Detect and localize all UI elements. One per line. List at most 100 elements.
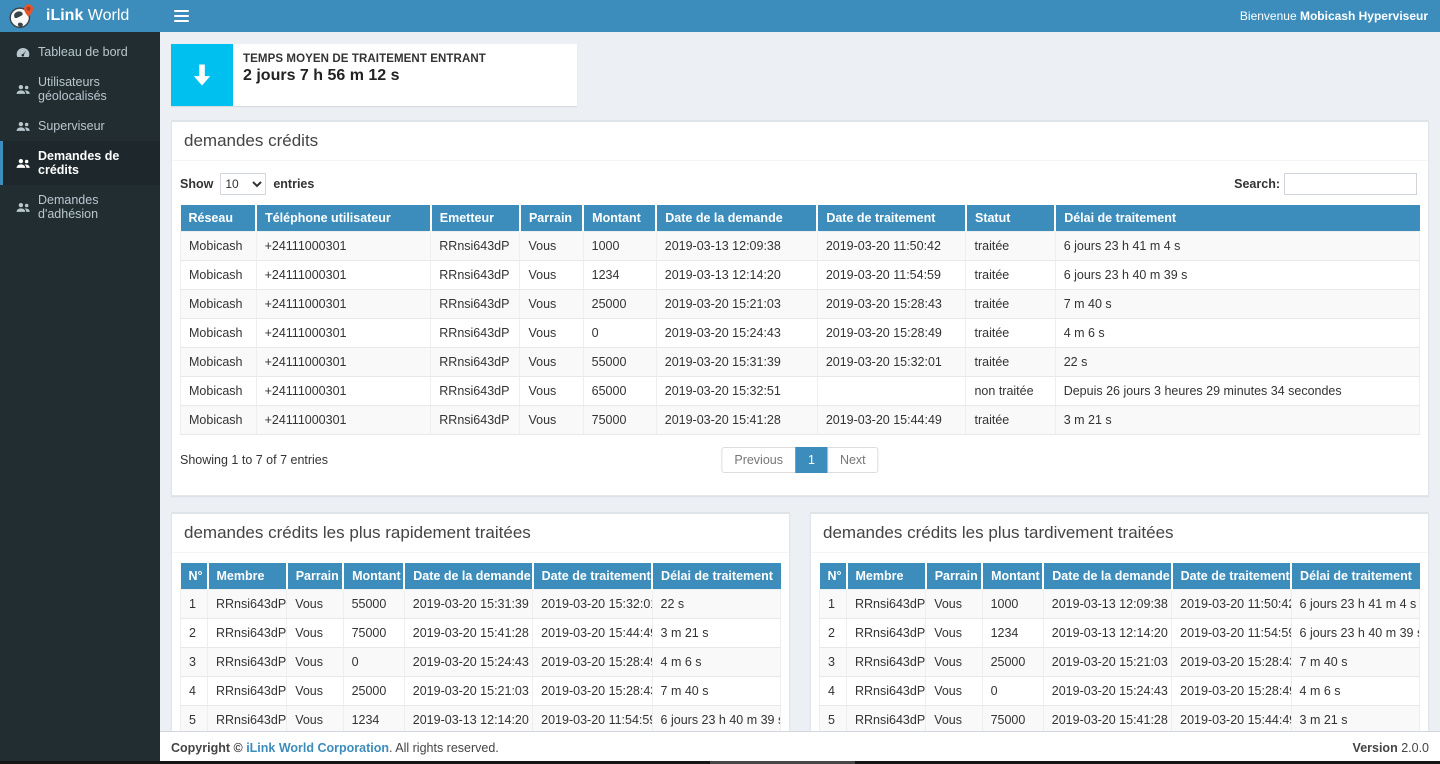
- table-cell: 4: [181, 677, 208, 706]
- table-cell: 75000: [982, 706, 1043, 732]
- table-cell: 6 jours 23 h 41 m 4 s: [1291, 590, 1419, 619]
- table-cell: traitée: [966, 348, 1055, 377]
- table-cell: 0: [583, 319, 656, 348]
- table-cell: RRnsi643dP: [431, 348, 520, 377]
- table-cell: RRnsi643dP: [431, 406, 520, 435]
- pagination: Previous 1 Next: [721, 447, 878, 473]
- hamburger-icon[interactable]: [172, 6, 191, 26]
- sidebar-item-demandes-adhesion[interactable]: Demandes d'adhésion: [0, 185, 160, 229]
- column-header: Parrain: [926, 563, 982, 590]
- table-cell: 1234: [982, 619, 1043, 648]
- entries-label: entries: [273, 177, 314, 191]
- fastest-credits-table: N°MembreParrainMontantDate de la demande…: [180, 563, 781, 731]
- table-cell: +24111000301: [256, 232, 431, 261]
- table-cell: 2019-03-20 15:24:43: [656, 319, 817, 348]
- table-cell: 4: [820, 677, 847, 706]
- column-header: Délai de traitement: [1291, 563, 1419, 590]
- table-cell: 5: [181, 706, 208, 732]
- globe-pin-logo-icon: [8, 2, 36, 30]
- table-cell: 3 m 21 s: [1291, 706, 1419, 732]
- company-link[interactable]: iLink World Corporation: [246, 741, 389, 755]
- users-icon: [15, 84, 31, 95]
- table-cell: 2019-03-20 15:41:28: [404, 619, 532, 648]
- sidebar-item-label: Demandes de crédits: [38, 149, 150, 177]
- table-cell: 2019-03-20 15:32:01: [533, 590, 652, 619]
- sidebar-item-tableau-de-bord[interactable]: Tableau de bord: [0, 37, 160, 67]
- table-cell: 1: [820, 590, 847, 619]
- table-cell: RRnsi643dP: [208, 648, 287, 677]
- sidebar: iLink World Tableau de bord Utilisateurs…: [0, 0, 160, 764]
- table-cell: traitée: [966, 319, 1055, 348]
- table-cell: 65000: [583, 377, 656, 406]
- infobox-title: TEMPS MOYEN DE TRAITEMENT ENTRANT: [243, 53, 486, 65]
- table-cell: 2019-03-13 12:09:38: [1043, 590, 1171, 619]
- column-header: N°: [820, 563, 847, 590]
- table-cell: 75000: [583, 406, 656, 435]
- search-input[interactable]: [1284, 173, 1417, 195]
- pagination-next-button[interactable]: Next: [827, 447, 879, 473]
- table-cell: 2019-03-20 15:31:39: [404, 590, 532, 619]
- pagination-page-1-button[interactable]: 1: [795, 447, 828, 473]
- table-cell: 2019-03-20 15:32:01: [817, 348, 966, 377]
- table-cell: Mobicash: [181, 406, 257, 435]
- table-cell: 2019-03-20 15:28:43: [817, 290, 966, 319]
- table-cell: 2019-03-20 15:28:43: [1172, 648, 1291, 677]
- table-cell: 0: [343, 648, 404, 677]
- table-cell: 4 m 6 s: [1055, 319, 1419, 348]
- column-header[interactable]: Statut: [966, 205, 1055, 232]
- table-cell: 1000: [982, 590, 1043, 619]
- fastest-credits-panel: demandes crédits les plus rapidement tra…: [171, 512, 790, 731]
- table-cell: 1: [181, 590, 208, 619]
- table-cell: RRnsi643dP: [431, 377, 520, 406]
- column-header[interactable]: Parrain: [520, 205, 583, 232]
- table-row: 2RRnsi643dPVous750002019-03-20 15:41:282…: [181, 619, 781, 648]
- column-header[interactable]: Date de la demande: [656, 205, 817, 232]
- column-header: Membre: [208, 563, 287, 590]
- column-header[interactable]: Montant: [583, 205, 656, 232]
- column-header[interactable]: Date de traitement: [817, 205, 966, 232]
- table-cell: +24111000301: [256, 348, 431, 377]
- sidebar-item-utilisateurs-geolocalises[interactable]: Utilisateurs géolocalisés: [0, 67, 160, 111]
- column-header[interactable]: Téléphone utilisateur: [256, 205, 431, 232]
- table-cell: 2019-03-13 12:09:38: [656, 232, 817, 261]
- table-cell: 6 jours 23 h 40 m 39 s: [1055, 261, 1419, 290]
- column-header[interactable]: Emetteur: [431, 205, 520, 232]
- table-cell: 6 jours 23 h 40 m 39 s: [652, 706, 780, 732]
- table-cell: 2019-03-13 12:14:20: [404, 706, 532, 732]
- table-cell: Mobicash: [181, 261, 257, 290]
- table-cell: traitée: [966, 406, 1055, 435]
- show-label: Show: [180, 177, 213, 191]
- table-cell: non traitée: [966, 377, 1055, 406]
- column-header[interactable]: Délai de traitement: [1055, 205, 1419, 232]
- table-row: 3RRnsi643dPVous02019-03-20 15:24:432019-…: [181, 648, 781, 677]
- table-cell: 55000: [343, 590, 404, 619]
- column-header[interactable]: Réseau: [181, 205, 257, 232]
- table-cell: 2019-03-20 15:21:03: [656, 290, 817, 319]
- table-cell: Mobicash: [181, 319, 257, 348]
- column-header: Parrain: [287, 563, 343, 590]
- table-cell: Vous: [926, 677, 982, 706]
- slowest-panel-title: demandes crédits les plus tardivement tr…: [823, 523, 1416, 543]
- table-row: 4RRnsi643dPVous02019-03-20 15:24:432019-…: [820, 677, 1420, 706]
- table-cell: 2019-03-20 11:50:42: [1172, 590, 1291, 619]
- table-row: 1RRnsi643dPVous10002019-03-13 12:09:3820…: [820, 590, 1420, 619]
- table-row: Mobicash+24111000301RRnsi643dPVous02019-…: [181, 319, 1420, 348]
- table-cell: RRnsi643dP: [847, 677, 926, 706]
- table-cell: 6 jours 23 h 41 m 4 s: [1055, 232, 1419, 261]
- brand-logo[interactable]: iLink World: [0, 0, 160, 32]
- table-cell: Vous: [520, 261, 583, 290]
- table-cell: 25000: [343, 677, 404, 706]
- column-header: Membre: [847, 563, 926, 590]
- table-cell: 22 s: [652, 590, 780, 619]
- sidebar-item-demandes-de-credits[interactable]: Demandes de crédits: [0, 141, 160, 185]
- table-cell: 2019-03-20 11:54:59: [817, 261, 966, 290]
- table-cell: RRnsi643dP: [208, 706, 287, 732]
- table-cell: RRnsi643dP: [431, 319, 520, 348]
- page-length-select[interactable]: 10: [220, 173, 266, 195]
- fastest-panel-title: demandes crédits les plus rapidement tra…: [184, 523, 777, 543]
- table-cell: 2019-03-20 15:41:28: [1043, 706, 1171, 732]
- version-text: Version 2.0.0: [1353, 741, 1429, 755]
- sidebar-item-superviseur[interactable]: Superviseur: [0, 111, 160, 141]
- table-cell: Vous: [520, 377, 583, 406]
- pagination-previous-button[interactable]: Previous: [721, 447, 796, 473]
